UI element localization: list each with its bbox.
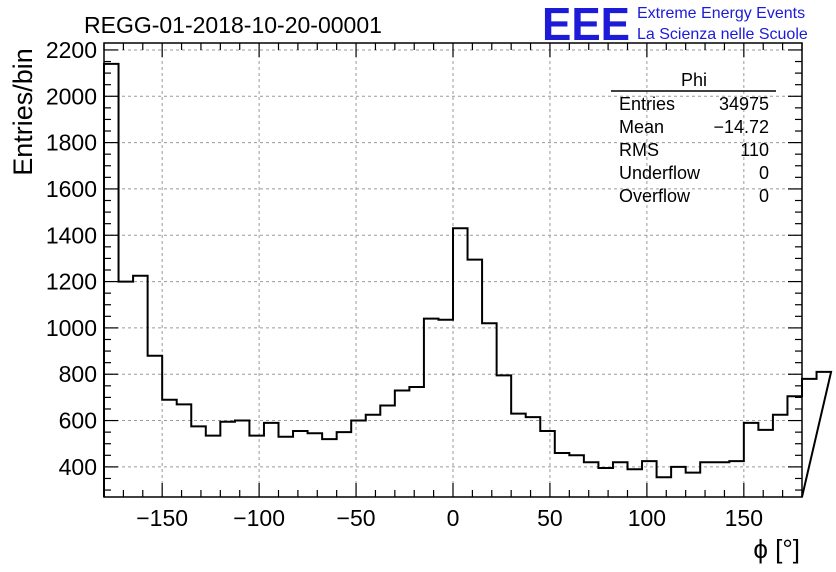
stats-row-value: −14.72 <box>713 117 769 137</box>
x-tick-label: 0 <box>447 505 460 531</box>
stats-row-label: Entries <box>619 94 675 114</box>
y-tick-label: 2200 <box>46 37 97 63</box>
chart-title: REGG-01-2018-10-20-00001 <box>84 12 382 38</box>
y-tick-label: 1400 <box>46 222 97 248</box>
stats-row-value: 0 <box>759 186 769 206</box>
x-axis-label: ϕ [°] <box>753 534 800 564</box>
eee-logo-line2: La Scienza nelle Scuole <box>637 26 808 43</box>
y-tick-label: 1800 <box>46 130 97 156</box>
y-tick-label: 1000 <box>46 315 97 341</box>
eee-logo-line1: Extreme Energy Events <box>637 5 805 22</box>
stats-row-label: Overflow <box>619 186 691 206</box>
stats-row-value: 34975 <box>719 94 769 114</box>
y-tick-label: 800 <box>59 361 97 387</box>
axis-ticks <box>103 43 803 497</box>
histogram-series-phi <box>103 62 833 498</box>
eee-logo: EEE Extreme Energy Events La Scienza nel… <box>542 0 808 50</box>
stats-row-label: RMS <box>619 140 659 160</box>
stats-row-label: Underflow <box>619 163 701 183</box>
stats-row-value: 110 <box>740 140 769 160</box>
stats-box-title: Phi <box>681 70 707 90</box>
stats-row-value: 0 <box>759 163 769 183</box>
x-tick-label: −50 <box>337 505 376 531</box>
x-tick-labels: −150 −100 −50 0 50 100 150 <box>136 505 763 531</box>
y-tick-labels: 400 600 800 1000 1200 1400 1600 1800 2000 2200 <box>46 37 97 480</box>
x-tick-label: −150 <box>136 505 188 531</box>
y-tick-label: 600 <box>59 408 97 434</box>
x-tick-label: 50 <box>537 505 563 531</box>
stats-row-label: Mean <box>619 117 664 137</box>
y-tick-label: 1600 <box>46 176 97 202</box>
x-tick-label: 150 <box>725 505 763 531</box>
y-tick-label: 400 <box>59 454 97 480</box>
x-tick-label: 100 <box>628 505 666 531</box>
x-tick-label: −100 <box>233 505 285 531</box>
eee-logo-mark: EEE <box>542 0 630 50</box>
y-tick-label: 2000 <box>46 83 97 109</box>
y-axis-label: Entries/bin <box>8 48 38 176</box>
y-tick-label: 1200 <box>46 269 97 295</box>
stats-box: Phi Entries 34975 Mean −14.72 RMS 110 Underflo… <box>611 70 776 206</box>
